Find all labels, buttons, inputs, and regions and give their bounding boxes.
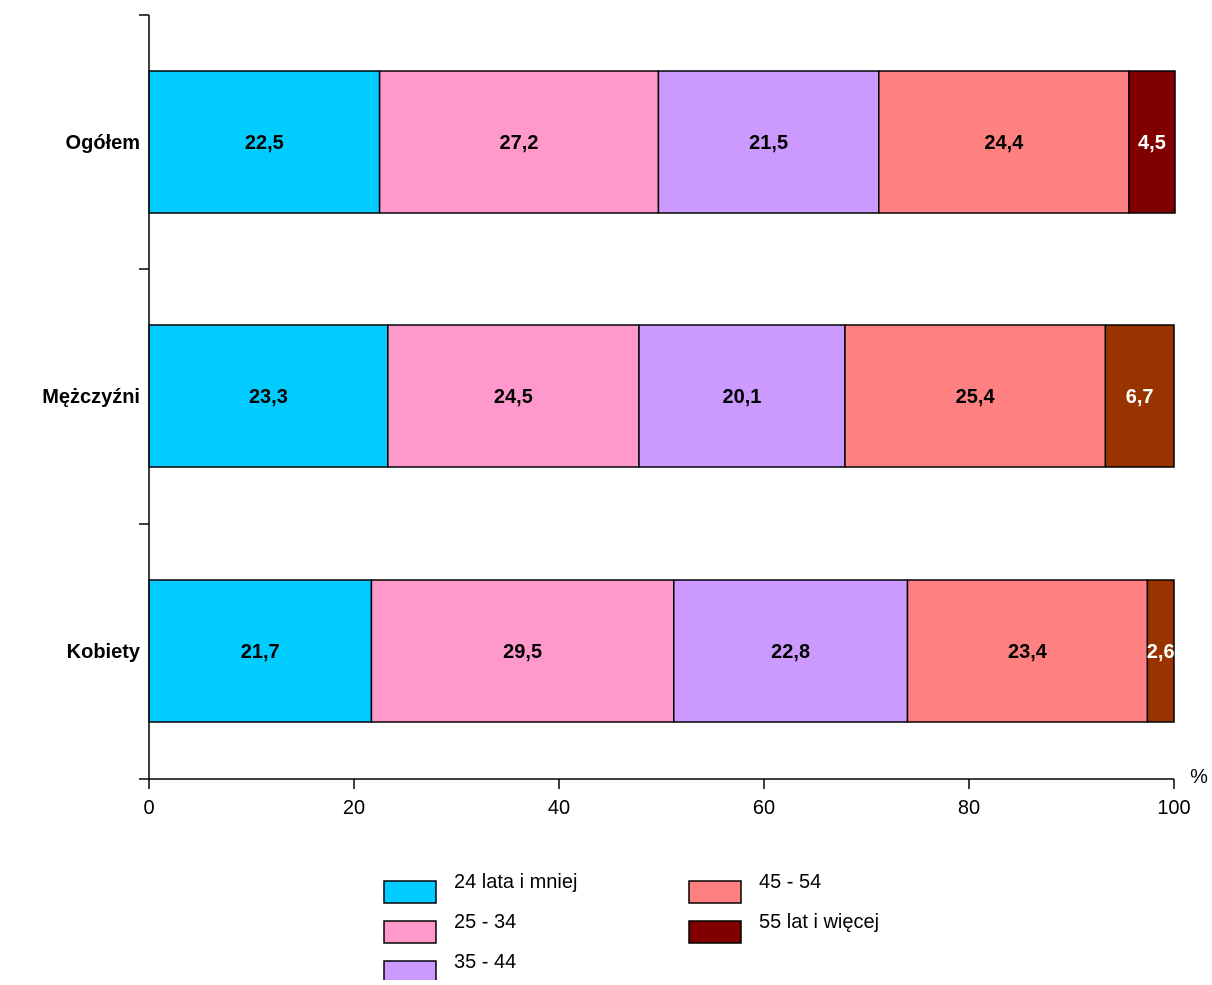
bar-segment-0-2 (657, 70, 880, 214)
labels-layer: 22,5 27,2 21,5 24,4 4,5 Ogółem 23,3 24,5 20,1 25,… (42, 132, 1174, 663)
legend-swatch-3 (688, 880, 742, 904)
legend-swatch-0 (383, 880, 437, 904)
bar-segment-2-2 (673, 579, 909, 723)
legend-swatch-2 (383, 960, 437, 984)
legend-label-3: 45 - 54 (759, 871, 821, 893)
bar-value-label-2-4: 2,6 (1147, 641, 1175, 663)
legend-label-4: 55 lat i więcej (759, 911, 879, 933)
bar-value-label-1-2: 20,1 (722, 386, 761, 408)
bar-value-label-2-0: 21,7 (241, 641, 280, 663)
x-tick-label-0: 0 (143, 797, 154, 819)
legend-label-1: 25 - 34 (454, 911, 516, 933)
bar-value-label-0-4: 4,5 (1138, 132, 1166, 154)
category-label-0: Ogółem (66, 132, 140, 154)
legend: 24 lata i mniej 25 - 34 35 - 44 45 - 54 55 l… (383, 871, 879, 984)
bar-segment-1-0 (148, 324, 389, 468)
bar-value-label-2-3: 23,4 (1008, 641, 1048, 663)
x-tick-label-5: 100 (1157, 797, 1190, 819)
x-unit-label: % (1190, 766, 1208, 788)
bar-value-label-1-1: 24,5 (494, 386, 533, 408)
legend-swatch-1 (383, 920, 437, 944)
bar-value-label-2-1: 29,5 (503, 641, 542, 663)
bar-segment-0-4 (1128, 70, 1176, 214)
legend-label-0: 24 lata i mniej (454, 871, 577, 893)
bar-value-label-1-0: 23,3 (249, 386, 288, 408)
bar-value-label-1-3: 25,4 (956, 386, 996, 408)
bar-segment-1-4 (1104, 324, 1175, 468)
bar-value-label-0-0: 22,5 (245, 132, 284, 154)
legend-swatch-4 (688, 920, 742, 944)
bars-layer (148, 70, 1176, 723)
bar-value-label-2-2: 22,8 (771, 641, 810, 663)
bar-segment-1-3 (844, 324, 1107, 468)
bar-segment-2-3 (906, 579, 1149, 723)
bar-segment-2-4 (1146, 579, 1175, 723)
bar-segment-0-0 (148, 70, 381, 214)
bar-value-label-1-4: 6,7 (1126, 386, 1154, 408)
bar-segment-0-1 (378, 70, 660, 214)
bar-value-label-0-3: 24,4 (984, 132, 1024, 154)
category-label-1: Mężczyźni (42, 386, 140, 408)
bar-segment-1-1 (387, 324, 640, 468)
bar-segment-0-3 (878, 70, 1130, 214)
bar-segment-1-2 (638, 324, 846, 468)
axes-layer: 0 20 40 60 80 100% (139, 14, 1208, 819)
bar-segment-2-1 (370, 579, 675, 723)
bar-value-label-0-1: 27,2 (500, 132, 539, 154)
category-label-2: Kobiety (67, 641, 141, 663)
x-tick-label-1: 20 (343, 797, 365, 819)
x-tick-label-3: 60 (753, 797, 775, 819)
legend-label-2: 35 - 44 (454, 951, 516, 973)
x-tick-label-2: 40 (548, 797, 570, 819)
bar-value-label-0-2: 21,5 (749, 132, 788, 154)
x-tick-label-4: 80 (958, 797, 980, 819)
